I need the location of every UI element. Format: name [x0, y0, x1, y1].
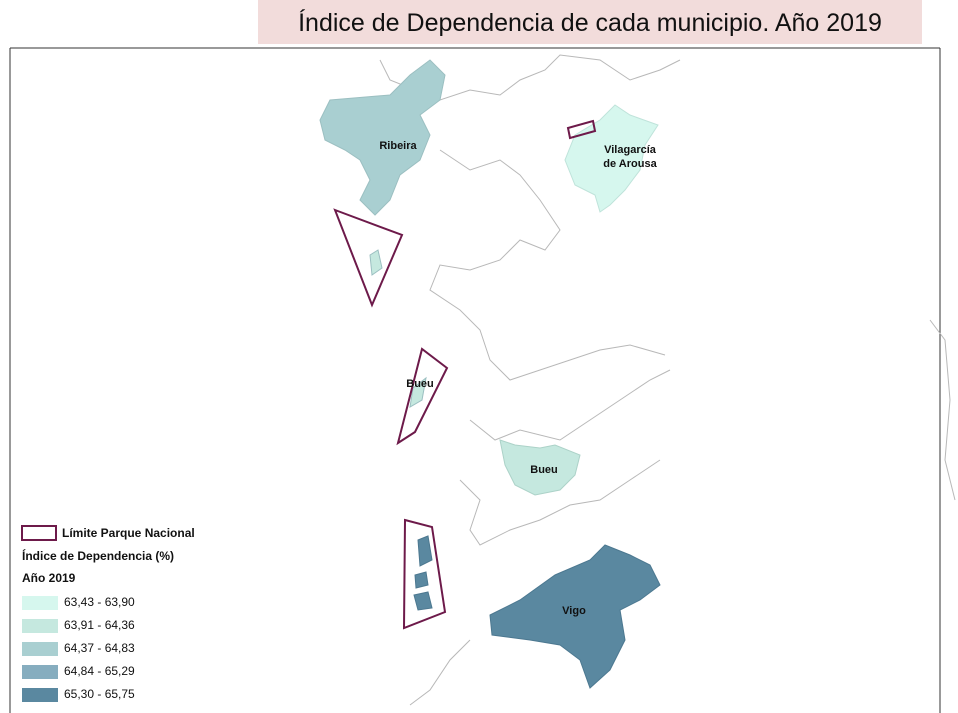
region-label: Vilagarcía	[604, 144, 657, 156]
region	[564, 104, 659, 213]
legend-title: Índice de Dependencia (%)	[22, 548, 174, 563]
legend-swatch	[22, 619, 58, 633]
region-label: Bueu	[530, 464, 558, 476]
legend-swatch	[22, 665, 58, 679]
legend: Límite Parque Nacional Índice de Depende…	[21, 525, 195, 702]
legend-swatch	[22, 688, 58, 702]
title: Índice de Dependencia de cada municipio.…	[298, 8, 882, 37]
municipalities	[319, 59, 661, 689]
region-label: Bueu	[406, 378, 434, 390]
legend-class: 63,91 - 64,36	[64, 618, 135, 632]
legend-swatch	[22, 596, 58, 610]
park-limit	[566, 119, 597, 140]
region-label: Ribeira	[379, 140, 417, 152]
region	[413, 535, 661, 689]
region-label: Vigo	[562, 605, 586, 617]
legend-swatch	[22, 642, 58, 656]
region	[369, 249, 427, 408]
legend-subtitle: Año 2019	[22, 571, 76, 585]
park-limit	[333, 208, 404, 308]
coastline	[379, 54, 956, 706]
park-limits	[333, 119, 597, 630]
legend-class: 64,37 - 64,83	[64, 641, 135, 655]
legend-class: 65,30 - 65,75	[64, 687, 135, 701]
region	[319, 59, 446, 216]
legend-class: 64,84 - 65,29	[64, 664, 135, 678]
legend-class: 63,43 - 63,90	[64, 595, 135, 609]
title-box	[258, 0, 922, 44]
park-limit	[396, 347, 449, 446]
park-swatch	[21, 525, 57, 541]
legend-park: Límite Parque Nacional	[62, 526, 195, 540]
region-label: de Arousa	[603, 158, 657, 170]
park-limit	[402, 518, 447, 630]
region	[499, 439, 581, 496]
